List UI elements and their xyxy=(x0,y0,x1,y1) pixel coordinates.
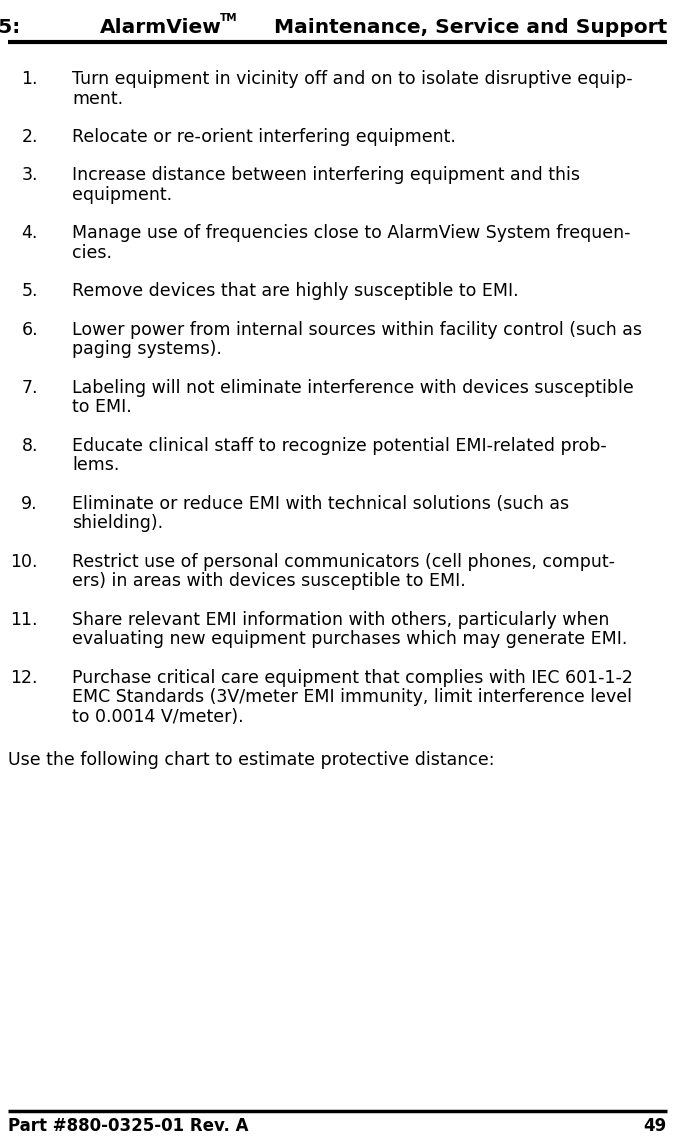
Text: 3.: 3. xyxy=(22,166,38,185)
Text: Restrict use of personal communicators (cell phones, comput-: Restrict use of personal communicators (… xyxy=(72,553,615,571)
Text: to 0.0014 V/meter).: to 0.0014 V/meter). xyxy=(72,708,244,726)
Text: 10.: 10. xyxy=(11,553,38,571)
Text: Labeling will not eliminate interference with devices susceptible: Labeling will not eliminate interference… xyxy=(72,379,634,397)
Text: TM: TM xyxy=(219,13,237,23)
Text: EMC Standards (3V/meter EMI immunity, limit interference level: EMC Standards (3V/meter EMI immunity, li… xyxy=(72,688,632,707)
Text: 1.: 1. xyxy=(22,70,38,88)
Text: 7.: 7. xyxy=(22,379,38,397)
Text: AlarmView: AlarmView xyxy=(100,18,222,38)
Text: 49: 49 xyxy=(644,1117,667,1136)
Text: equipment.: equipment. xyxy=(72,186,172,204)
Text: 6.: 6. xyxy=(22,321,38,340)
Text: Turn equipment in vicinity off and on to isolate disruptive equip-: Turn equipment in vicinity off and on to… xyxy=(72,70,632,88)
Text: Lower power from internal sources within facility control (such as: Lower power from internal sources within… xyxy=(72,321,642,340)
Text: Purchase critical care equipment that complies with IEC 601-1-2: Purchase critical care equipment that co… xyxy=(72,669,633,687)
Text: to EMI.: to EMI. xyxy=(72,398,132,416)
Text: Relocate or re-orient interfering equipment.: Relocate or re-orient interfering equipm… xyxy=(72,128,456,146)
Text: 12.: 12. xyxy=(11,669,38,687)
Text: Section 5:: Section 5: xyxy=(0,18,27,38)
Text: Manage use of frequencies close to AlarmView System frequen-: Manage use of frequencies close to Alarm… xyxy=(72,225,630,242)
Text: Eliminate or reduce EMI with technical solutions (such as: Eliminate or reduce EMI with technical s… xyxy=(72,496,569,513)
Text: 8.: 8. xyxy=(22,437,38,455)
Text: Share relevant EMI information with others, particularly when: Share relevant EMI information with othe… xyxy=(72,611,610,629)
Text: cies.: cies. xyxy=(72,244,112,262)
Text: ers) in areas with devices susceptible to EMI.: ers) in areas with devices susceptible t… xyxy=(72,572,466,591)
Text: shielding).: shielding). xyxy=(72,515,163,532)
Text: 2.: 2. xyxy=(22,128,38,146)
Text: Remove devices that are highly susceptible to EMI.: Remove devices that are highly susceptib… xyxy=(72,282,518,301)
Text: 9.: 9. xyxy=(22,496,38,513)
Text: 4.: 4. xyxy=(22,225,38,242)
Text: Part #880-0325-01 Rev. A: Part #880-0325-01 Rev. A xyxy=(8,1117,248,1136)
Text: evaluating new equipment purchases which may generate EMI.: evaluating new equipment purchases which… xyxy=(72,631,627,648)
Text: 11.: 11. xyxy=(11,611,38,629)
Text: lems.: lems. xyxy=(72,457,119,475)
Text: Maintenance, Service and Support: Maintenance, Service and Support xyxy=(267,18,667,38)
Text: ment.: ment. xyxy=(72,89,123,108)
Text: 5.: 5. xyxy=(22,282,38,301)
Text: Educate clinical staff to recognize potential EMI-related prob-: Educate clinical staff to recognize pote… xyxy=(72,437,607,455)
Text: Use the following chart to estimate protective distance:: Use the following chart to estimate prot… xyxy=(8,751,495,770)
Text: paging systems).: paging systems). xyxy=(72,341,222,359)
Text: Increase distance between interfering equipment and this: Increase distance between interfering eq… xyxy=(72,166,580,185)
